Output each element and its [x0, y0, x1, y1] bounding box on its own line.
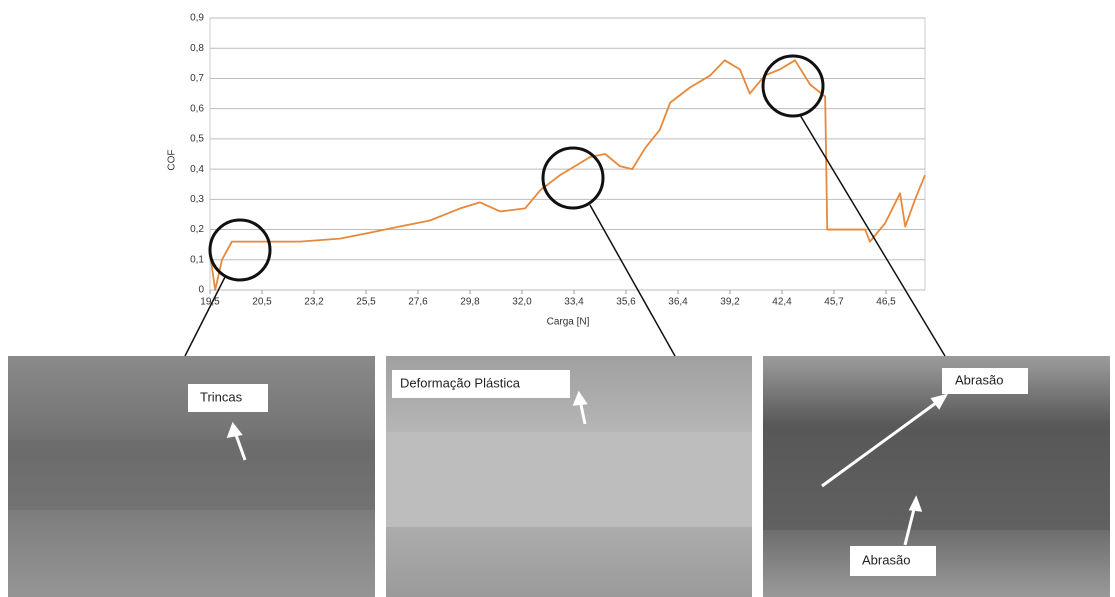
track — [386, 432, 752, 527]
figure: COF Carga [N] 0 0,1 0,2 0,3 0,4 0,5 0,6 0,7 0,8 0… — [0, 0, 1115, 597]
plot-area — [210, 18, 925, 290]
x-tick-label: 39,2 — [720, 297, 740, 308]
panel-label: Abrasão — [862, 552, 910, 567]
y-tick-label: 0,4 — [190, 164, 204, 175]
x-tick-label: 29,8 — [460, 297, 480, 308]
x-tick-label: 32,0 — [512, 297, 532, 308]
connector — [185, 277, 225, 356]
y-tick-label: 0,5 — [190, 134, 204, 145]
x-tick-label: 23,2 — [304, 297, 324, 308]
y-tick-label: 0,8 — [190, 43, 204, 54]
panel-label: Abrasão — [955, 372, 1003, 387]
x-tick-label: 27,6 — [408, 297, 428, 308]
x-tick-label: 36,4 — [668, 297, 688, 308]
x-tick-label: 25,5 — [356, 297, 376, 308]
panel-label: Deformação Plástica — [400, 375, 521, 390]
y-tick-label: 0,9 — [190, 13, 204, 24]
y-tick-label: 0,7 — [190, 73, 204, 84]
x-tick-label: 45,7 — [824, 297, 844, 308]
y-tick-label: 0 — [198, 285, 204, 296]
x-tick-label: 20,5 — [252, 297, 272, 308]
track — [763, 420, 1110, 530]
y-axis-label: COF — [167, 149, 178, 170]
y-tick-label: 0,1 — [190, 254, 204, 265]
x-tick-label: 35,6 — [616, 297, 636, 308]
x-axis-label: Carga [N] — [547, 317, 590, 328]
x-tick-label: 42,4 — [772, 297, 792, 308]
track — [8, 440, 375, 510]
y-tick-label: 0,2 — [190, 224, 204, 235]
x-tick-label: 46,5 — [876, 297, 896, 308]
y-tick-label: 0,6 — [190, 103, 204, 114]
x-tick-label: 33,4 — [564, 297, 584, 308]
panel-label: Trincas — [200, 389, 243, 404]
y-tick-label: 0,3 — [190, 194, 204, 205]
